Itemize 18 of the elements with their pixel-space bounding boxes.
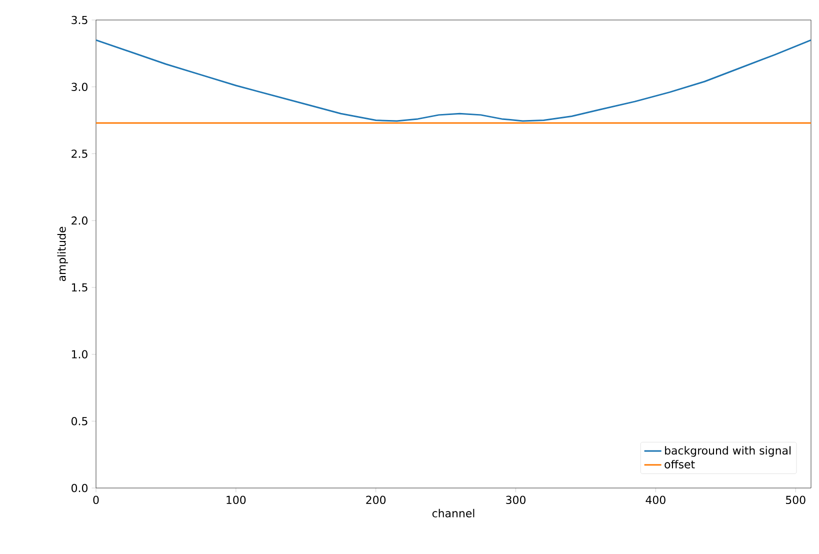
y-tick-label: 2.0 xyxy=(72,216,88,225)
y-tick-label: 0.5 xyxy=(72,417,88,426)
y-tick-label: 0.0 xyxy=(72,484,88,492)
x-tick-label: 200 xyxy=(366,496,386,504)
y-tick-label: 3.5 xyxy=(72,16,88,24)
legend-label: background with signal xyxy=(665,446,791,457)
x-tick-label: 0 xyxy=(93,496,99,504)
x-tick-label: 500 xyxy=(786,496,806,504)
legend-label: offset xyxy=(664,460,695,468)
x-tick-label: 100 xyxy=(226,496,246,504)
x-tick-label: 300 xyxy=(506,496,526,504)
y-tick-label: 1.5 xyxy=(72,283,88,292)
y-tick-label: 2.5 xyxy=(72,150,88,158)
x-tick-label: 400 xyxy=(646,496,666,504)
y-tick-label: 1.0 xyxy=(72,350,88,358)
x-axis-title: channel xyxy=(432,508,474,518)
y-tick-label: 3.0 xyxy=(72,82,88,91)
y-axis-title: amplitude xyxy=(57,226,68,282)
